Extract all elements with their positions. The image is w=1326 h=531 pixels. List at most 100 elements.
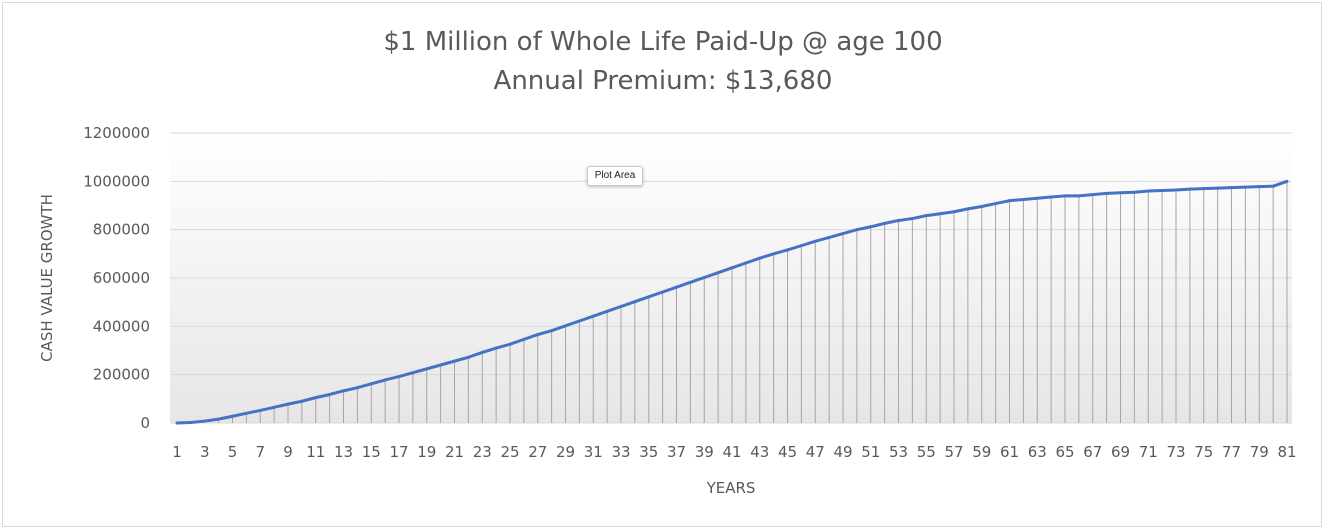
data-point[interactable] <box>1021 197 1025 201</box>
data-point[interactable] <box>550 329 554 333</box>
data-point[interactable] <box>772 252 776 256</box>
data-point[interactable] <box>480 350 484 354</box>
data-point[interactable] <box>244 411 248 415</box>
data-point[interactable] <box>175 421 179 425</box>
data-point[interactable] <box>397 375 401 379</box>
data-point[interactable] <box>286 402 290 406</box>
data-point[interactable] <box>924 214 928 218</box>
data-point[interactable] <box>661 290 665 294</box>
data-point[interactable] <box>314 396 318 400</box>
data-point[interactable] <box>966 207 970 211</box>
data-point[interactable] <box>744 261 748 265</box>
data-point[interactable] <box>1230 186 1233 190</box>
data-point[interactable] <box>577 319 581 323</box>
y-axis-label: CASH VALUE GROWTH <box>38 194 56 362</box>
x-tick-label: 45 <box>778 443 797 461</box>
x-tick-label: 79 <box>1250 443 1269 461</box>
data-point[interactable] <box>591 314 595 318</box>
data-point[interactable] <box>1132 190 1136 194</box>
data-point[interactable] <box>786 248 789 252</box>
data-point[interactable] <box>328 392 332 396</box>
data-point[interactable] <box>411 371 415 375</box>
data-point[interactable] <box>605 309 609 313</box>
data-point[interactable] <box>1008 199 1011 203</box>
data-point[interactable] <box>300 399 304 403</box>
data-point[interactable] <box>1105 191 1109 195</box>
data-point[interactable] <box>189 421 193 425</box>
x-tick-label: 19 <box>417 443 436 461</box>
data-point[interactable] <box>716 271 720 275</box>
x-tick-label: 27 <box>528 443 547 461</box>
data-point[interactable] <box>425 367 429 371</box>
data-point[interactable] <box>952 210 956 214</box>
data-point[interactable] <box>1035 196 1039 200</box>
y-tick-label: 400000 <box>93 317 150 335</box>
data-point[interactable] <box>980 204 984 208</box>
data-point[interactable] <box>688 280 692 284</box>
x-tick-label: 3 <box>200 443 210 461</box>
data-point[interactable] <box>258 408 262 412</box>
data-point[interactable] <box>217 417 221 421</box>
data-point[interactable] <box>439 363 443 367</box>
data-point[interactable] <box>536 333 540 337</box>
data-point[interactable] <box>1160 189 1164 193</box>
data-point[interactable] <box>994 202 998 206</box>
data-point[interactable] <box>799 244 803 248</box>
data-point[interactable] <box>730 266 734 270</box>
data-point[interactable] <box>841 232 845 236</box>
data-point[interactable] <box>231 414 234 418</box>
data-point[interactable] <box>508 342 512 346</box>
data-point[interactable] <box>1216 186 1220 190</box>
data-point[interactable] <box>619 305 623 309</box>
data-point[interactable] <box>827 235 831 239</box>
data-point[interactable] <box>1257 185 1261 189</box>
data-point[interactable] <box>855 228 859 232</box>
x-tick-label: 65 <box>1055 443 1074 461</box>
y-tick-label: 1200000 <box>83 124 150 142</box>
x-tick-label: 75 <box>1194 443 1213 461</box>
data-point[interactable] <box>897 218 900 222</box>
data-point[interactable] <box>1091 193 1095 197</box>
x-tick-label: 81 <box>1277 443 1296 461</box>
x-tick-label: 43 <box>750 443 769 461</box>
data-point[interactable] <box>633 300 637 304</box>
x-tick-label: 15 <box>362 443 381 461</box>
data-point[interactable] <box>938 212 942 216</box>
data-point[interactable] <box>813 239 817 243</box>
data-point[interactable] <box>1063 194 1067 198</box>
plot-area-tooltip: Plot Area <box>587 166 643 186</box>
data-point[interactable] <box>342 389 345 393</box>
data-point[interactable] <box>910 217 914 221</box>
data-point[interactable] <box>383 378 387 382</box>
data-point[interactable] <box>1243 185 1247 189</box>
data-point[interactable] <box>1271 184 1275 188</box>
data-point[interactable] <box>369 382 373 386</box>
data-point[interactable] <box>869 225 873 229</box>
data-point[interactable] <box>453 359 456 363</box>
data-point[interactable] <box>203 419 207 423</box>
data-point[interactable] <box>272 405 276 409</box>
data-point[interactable] <box>355 386 359 390</box>
data-point[interactable] <box>1174 188 1178 192</box>
data-point[interactable] <box>883 221 887 225</box>
data-point[interactable] <box>1049 195 1053 199</box>
x-tick-label: 25 <box>500 443 519 461</box>
x-tick-label: 39 <box>695 443 714 461</box>
data-point[interactable] <box>1285 179 1289 183</box>
data-point[interactable] <box>1077 194 1081 198</box>
x-axis-ticks: 1 3 5 7 9 11 13 15 17 19 21 23 25 27 29 31 33 35 37 39 41 43 4… <box>172 443 1296 461</box>
data-point[interactable] <box>1188 187 1192 191</box>
data-point[interactable] <box>1119 191 1122 195</box>
data-point[interactable] <box>1202 187 1206 191</box>
data-point[interactable] <box>702 276 706 280</box>
data-point[interactable] <box>564 324 567 328</box>
x-axis-label: YEARS <box>706 479 756 497</box>
data-point[interactable] <box>522 337 526 341</box>
data-point[interactable] <box>675 285 678 289</box>
data-point[interactable] <box>647 295 651 299</box>
data-point[interactable] <box>466 355 470 359</box>
data-point[interactable] <box>494 346 498 350</box>
data-point[interactable] <box>758 256 762 260</box>
data-point[interactable] <box>1146 189 1150 193</box>
